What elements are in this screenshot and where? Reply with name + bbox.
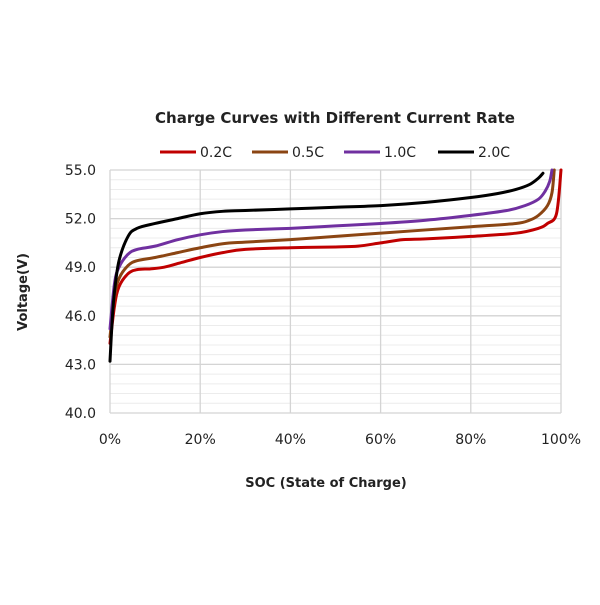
y-tick-label: 49.0 bbox=[65, 260, 96, 276]
series-line-1.0C bbox=[108, 168, 554, 331]
legend-label: 1.0C bbox=[384, 145, 416, 161]
series-line-2.0C bbox=[108, 171, 545, 363]
series-lines bbox=[108, 168, 563, 363]
x-axis-label: SOC (State of Charge) bbox=[245, 476, 406, 491]
y-tick-label: 52.0 bbox=[65, 212, 96, 228]
x-axis-ticks: 0% 20% 40% 60% 80% 100% bbox=[99, 432, 581, 448]
y-axis-ticks: 40.0 43.0 46.0 49.0 52.0 55.0 bbox=[65, 163, 96, 422]
x-tick-label: 100% bbox=[541, 432, 581, 448]
grid bbox=[109, 169, 562, 414]
chart-title: Charge Curves with Different Current Rat… bbox=[155, 109, 515, 127]
x-tick-label: 80% bbox=[455, 432, 486, 448]
y-tick-label: 43.0 bbox=[65, 357, 96, 373]
y-tick-label: 46.0 bbox=[65, 309, 96, 325]
legend-label: 0.5C bbox=[292, 145, 324, 161]
y-axis-label: Voltage(V) bbox=[16, 253, 31, 331]
x-tick-label: 20% bbox=[185, 432, 216, 448]
x-tick-label: 0% bbox=[99, 432, 121, 448]
x-tick-label: 60% bbox=[365, 432, 396, 448]
legend: 0.2C 0.5C 1.0C 2.0C bbox=[160, 145, 510, 161]
series-line-0.2C bbox=[108, 168, 563, 345]
legend-label: 2.0C bbox=[478, 145, 510, 161]
y-tick-label: 55.0 bbox=[65, 163, 96, 179]
series-line-0.5C bbox=[108, 168, 556, 339]
x-tick-label: 40% bbox=[275, 432, 306, 448]
y-tick-label: 40.0 bbox=[65, 406, 96, 422]
legend-label: 0.2C bbox=[200, 145, 232, 161]
